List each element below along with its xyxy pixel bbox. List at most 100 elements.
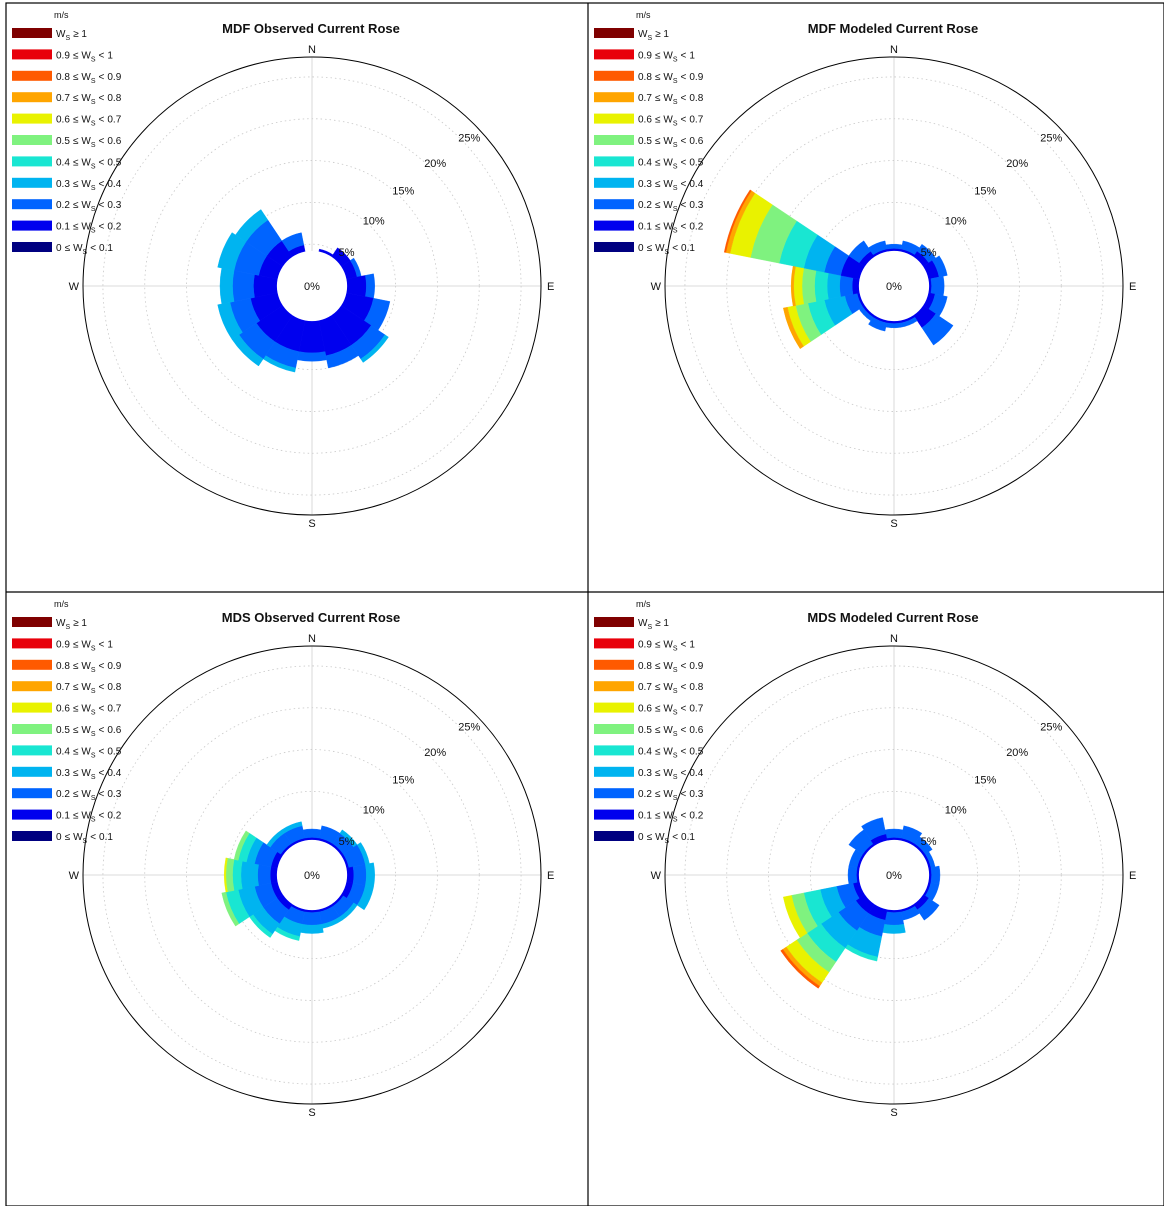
legend-symbol: W bbox=[663, 746, 673, 757]
legend-lo: 0.7 bbox=[638, 682, 652, 693]
legend-lt-sign: < bbox=[90, 832, 96, 843]
legend-lt-sign: < bbox=[681, 222, 687, 233]
legend-label: 0.8 ≤ WS <0.9 bbox=[638, 661, 704, 674]
rose-wedge bbox=[365, 273, 375, 299]
legend-symbol-sub: S bbox=[673, 56, 678, 63]
legend-swatch bbox=[594, 681, 634, 692]
legend-symbol-sub: S bbox=[673, 163, 678, 170]
rose-wedge bbox=[297, 351, 327, 362]
ring-label: 15% bbox=[392, 185, 414, 197]
legend-symbol-sub: S bbox=[91, 185, 96, 192]
legend-label: 0.8 ≤ WS <0.9 bbox=[638, 72, 704, 85]
rose-wedge bbox=[224, 857, 228, 893]
rose-wedge bbox=[868, 240, 887, 255]
legend-hi: 0.1 bbox=[681, 243, 695, 254]
legend-hi: 0.6 bbox=[107, 725, 121, 736]
compass-n: N bbox=[890, 44, 898, 56]
legend-hi: 0.5 bbox=[689, 157, 703, 168]
legend-lt-sign: < bbox=[681, 789, 687, 800]
legend-swatch bbox=[12, 177, 52, 188]
rose-wedge bbox=[235, 209, 269, 243]
center-disc bbox=[858, 839, 930, 911]
rose-wedge bbox=[281, 821, 303, 834]
legend-symbol: W bbox=[663, 704, 673, 715]
legend-hi: 0.7 bbox=[689, 704, 703, 715]
legend-symbol-sub: S bbox=[91, 752, 96, 759]
legend-symbol-sub: S bbox=[673, 688, 678, 695]
compass-n: N bbox=[308, 44, 316, 56]
legend-symbol: W bbox=[81, 639, 91, 650]
legend-label: 0.2 ≤ WS <0.3 bbox=[56, 200, 122, 213]
compass-s: S bbox=[890, 1107, 897, 1119]
legend-symbol: W bbox=[81, 222, 91, 233]
legend-swatch bbox=[594, 156, 634, 167]
legend-symbol: W bbox=[81, 704, 91, 715]
legend-label: WS ≥ 1 bbox=[56, 618, 87, 631]
legend-lo: 0.1 bbox=[638, 222, 652, 233]
ring-label: 25% bbox=[458, 133, 480, 145]
legend-le-sign: ≤ bbox=[655, 72, 661, 83]
legend-swatch bbox=[12, 809, 52, 820]
legend-lt-sign: < bbox=[681, 200, 687, 211]
rose-wedge bbox=[325, 344, 359, 369]
legend-symbol-sub: S bbox=[91, 817, 96, 824]
legend-lt-sign: < bbox=[681, 93, 687, 104]
legend-le-sign: ≤ bbox=[655, 93, 661, 104]
legend-le-sign: ≤ bbox=[655, 222, 661, 233]
legend-lt-sign: < bbox=[90, 243, 96, 254]
legend-lt-sign: < bbox=[681, 115, 687, 126]
legend-swatch bbox=[12, 113, 52, 124]
legend-hi: 0.1 bbox=[681, 832, 695, 843]
legend-le-sign: ≤ bbox=[73, 639, 79, 650]
rose-wedge bbox=[232, 270, 255, 302]
ring-label: 5% bbox=[339, 836, 355, 848]
legend-lo: 0.3 bbox=[638, 179, 652, 190]
compass-s: S bbox=[308, 1107, 315, 1119]
legend-lt-sign: < bbox=[681, 725, 687, 736]
legend-symbol: W bbox=[663, 682, 673, 693]
legend-hi: 0.9 bbox=[107, 661, 121, 672]
legend-swatch bbox=[594, 220, 634, 231]
legend-hi: 0.4 bbox=[689, 179, 703, 190]
legend-le-sign: ≤ bbox=[73, 72, 79, 83]
legend-label: 0 ≤ WS <0.1 bbox=[638, 832, 695, 845]
legend-label: 0.5 ≤ WS <0.6 bbox=[638, 136, 704, 149]
ring-label: 25% bbox=[1040, 133, 1062, 145]
ring-label: 15% bbox=[974, 774, 996, 786]
legend-lo: 0.5 bbox=[56, 725, 70, 736]
legend-lo: 0.1 bbox=[56, 811, 70, 822]
legend-symbol-sub: S bbox=[91, 228, 96, 235]
legend-label: WS ≥ 1 bbox=[638, 618, 669, 631]
rose-wedge bbox=[921, 313, 954, 346]
rose-wedge bbox=[826, 272, 841, 300]
legend-lo: 0.8 bbox=[56, 661, 70, 672]
rose-wedge bbox=[839, 275, 854, 297]
legend-swatch bbox=[594, 788, 634, 799]
legend-label: 0.6 ≤ WS <0.7 bbox=[638, 704, 704, 717]
legend: m/sWS ≥ 10.9 ≤ WS <10.8 ≤ WS <0.90.7 ≤ WS <0.80.6 ≤… bbox=[12, 599, 122, 845]
rose-wedge bbox=[780, 949, 820, 989]
legend-symbol: W bbox=[81, 768, 91, 779]
legend-symbol-sub: S bbox=[673, 667, 678, 674]
legend-symbol-sub: S bbox=[65, 35, 70, 42]
legend-lo: 0.6 bbox=[56, 115, 70, 126]
legend-swatch bbox=[594, 724, 634, 734]
legend-lt-sign: < bbox=[99, 222, 105, 233]
legend-symbol: W bbox=[81, 200, 91, 211]
legend-lo: 0.9 bbox=[638, 639, 652, 650]
legend-symbol: W bbox=[81, 661, 91, 672]
rose-wedge bbox=[302, 828, 322, 839]
legend-swatch bbox=[12, 702, 52, 713]
legend-swatch bbox=[594, 177, 634, 188]
legend-label: WS ≥ 1 bbox=[56, 29, 87, 42]
legend-lt-sign: < bbox=[99, 725, 105, 736]
legend-swatch bbox=[12, 135, 52, 145]
legend-swatch bbox=[12, 49, 52, 60]
rose-wedge bbox=[233, 830, 250, 861]
legend-hi: 0.7 bbox=[107, 115, 121, 126]
legend-swatch bbox=[594, 638, 634, 649]
legend-symbol-sub: S bbox=[91, 121, 96, 128]
legend-symbol: W bbox=[663, 157, 673, 168]
legend-symbol-sub: S bbox=[673, 817, 678, 824]
